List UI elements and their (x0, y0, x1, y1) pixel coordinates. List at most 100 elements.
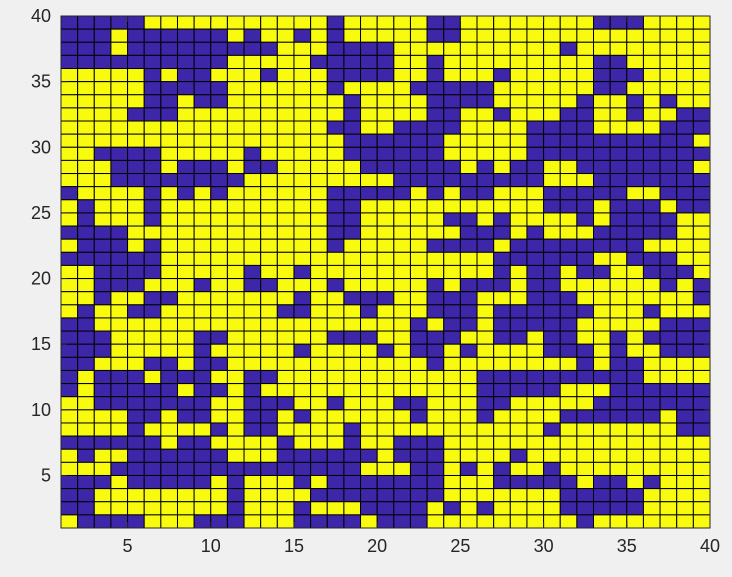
heatmap-cell (393, 28, 411, 43)
heatmap-cell (193, 225, 212, 240)
heatmap-cell (692, 173, 711, 188)
heatmap-cell (526, 488, 545, 503)
heatmap-cell (676, 28, 694, 43)
heatmap-cell (93, 186, 112, 201)
heatmap-cell (393, 304, 411, 319)
heatmap-cell (276, 396, 295, 411)
heatmap-cell (626, 107, 644, 122)
heatmap-cell (576, 435, 595, 450)
heatmap-cell (576, 238, 595, 253)
heatmap-cell (93, 159, 112, 175)
heatmap-cell (276, 501, 295, 516)
heatmap-cell (260, 369, 278, 385)
y-tick-label: 30 (31, 137, 51, 157)
heatmap-cell (476, 330, 495, 345)
heatmap-cell (77, 225, 95, 240)
heatmap-cell (509, 264, 528, 280)
heatmap-cell (243, 488, 262, 503)
heatmap-cell (642, 304, 661, 319)
heatmap-cell (293, 422, 312, 437)
heatmap-cell (459, 291, 478, 306)
heatmap-cell (609, 317, 628, 332)
heatmap-cell (60, 54, 79, 70)
heatmap-cell (509, 409, 528, 424)
heatmap-cell (360, 212, 378, 227)
heatmap-cell (493, 41, 511, 56)
heatmap-cell (77, 317, 95, 332)
heatmap-cell (160, 461, 178, 476)
heatmap-cell (293, 501, 312, 516)
heatmap-cell (243, 107, 262, 122)
heatmap-cell (559, 304, 578, 319)
heatmap-cell (293, 107, 312, 122)
heatmap-cell (409, 146, 428, 161)
heatmap-cell (310, 448, 328, 463)
heatmap-cell (77, 461, 95, 476)
heatmap-cell (276, 422, 295, 437)
heatmap-cell (193, 54, 212, 70)
heatmap-cell (260, 186, 278, 201)
heatmap-cell (526, 514, 545, 529)
heatmap-cell (559, 107, 578, 122)
heatmap-cell (642, 356, 661, 371)
heatmap-cell (559, 133, 578, 148)
heatmap-cell (326, 107, 345, 122)
heatmap-cell (543, 251, 561, 266)
heatmap-cell (110, 54, 129, 70)
heatmap-cell (343, 369, 362, 385)
heatmap-cell (509, 81, 528, 96)
heatmap-cell (426, 199, 445, 214)
heatmap-cell (260, 225, 278, 240)
heatmap-cell (676, 448, 694, 463)
heatmap-cell (210, 133, 228, 148)
heatmap-cell (626, 448, 644, 463)
heatmap-cell (160, 94, 178, 109)
heatmap-cell (426, 369, 445, 385)
heatmap-cell (127, 41, 145, 56)
heatmap-cell (676, 41, 694, 56)
heatmap-cell (376, 199, 395, 214)
heatmap-cell (659, 435, 678, 450)
heatmap-cell (260, 278, 278, 293)
heatmap-cell (226, 514, 245, 529)
heatmap-cell (326, 264, 345, 280)
heatmap-cell (127, 356, 145, 371)
heatmap-cell (559, 317, 578, 332)
heatmap-cell (443, 356, 461, 371)
heatmap-cell (176, 81, 195, 96)
heatmap-cell (343, 448, 362, 463)
heatmap-cell (243, 173, 262, 188)
heatmap-cell (110, 81, 129, 96)
heatmap-cell (77, 356, 95, 371)
heatmap-cell (226, 54, 245, 70)
heatmap-cell (310, 41, 328, 56)
heatmap-cell (210, 225, 228, 240)
heatmap-cell (160, 251, 178, 266)
heatmap-cell (593, 343, 611, 358)
heatmap-cell (110, 514, 129, 529)
heatmap-cell (60, 461, 79, 476)
heatmap-cell (559, 146, 578, 161)
heatmap-cell (476, 317, 495, 332)
heatmap-cell (493, 291, 511, 306)
heatmap-cell (127, 369, 145, 385)
heatmap-cell (127, 264, 145, 280)
heatmap-cell (559, 41, 578, 56)
heatmap-cell (176, 291, 195, 306)
heatmap-cell (243, 251, 262, 266)
heatmap-cell (409, 488, 428, 503)
heatmap-cell (326, 94, 345, 109)
heatmap-cell (659, 278, 678, 293)
heatmap-cell (626, 251, 644, 266)
heatmap-cell (127, 238, 145, 253)
heatmap-cell (626, 488, 644, 503)
heatmap-cell (543, 409, 561, 424)
heatmap-cell (160, 212, 178, 227)
heatmap-cell (543, 186, 561, 201)
heatmap-cell (509, 448, 528, 463)
heatmap-cell (493, 225, 511, 240)
heatmap-cell (77, 54, 95, 70)
heatmap-cell (609, 41, 628, 56)
heatmap-cell (260, 238, 278, 253)
heatmap-cell (360, 120, 378, 135)
